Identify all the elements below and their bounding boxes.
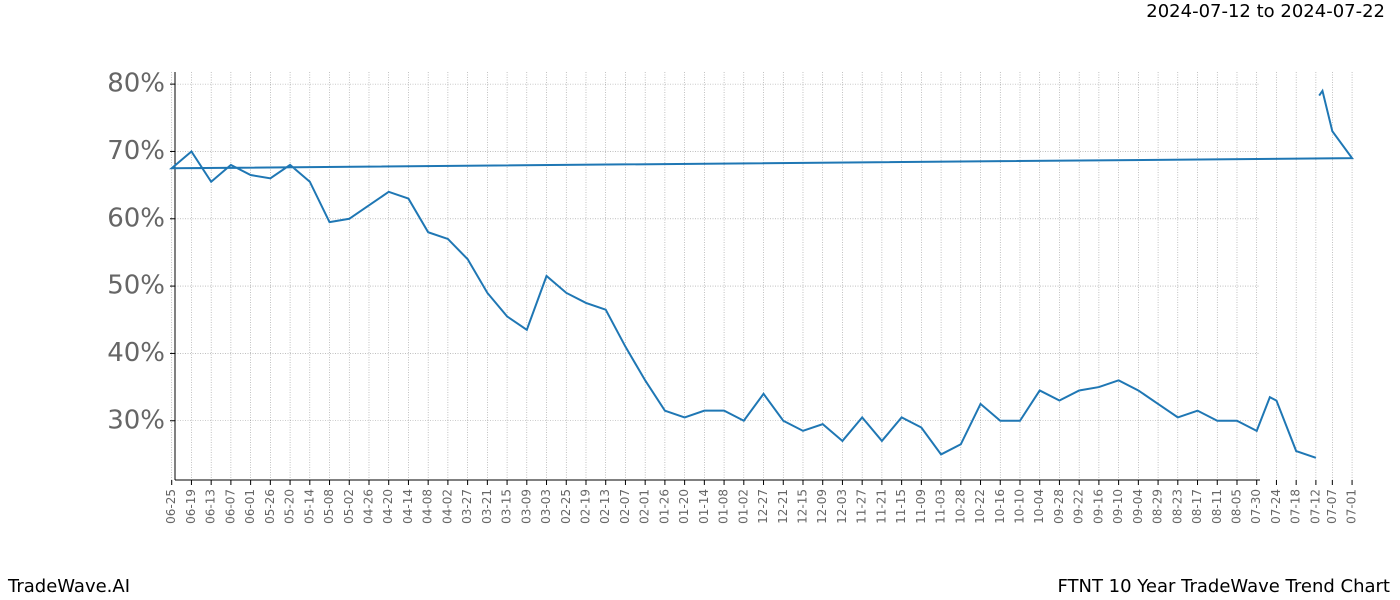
x-tick-label: 09-22 (1072, 489, 1086, 524)
brand: TradeWave.AI (7, 576, 130, 597)
x-tick-label: 06-07 (223, 489, 237, 524)
x-tick-label: 07-07 (1325, 489, 1339, 524)
x-tick-label: 08-17 (1190, 489, 1204, 524)
x-tick-label: 01-26 (657, 489, 671, 524)
x-tick-label: 12-09 (815, 489, 829, 524)
x-tick-label: 01-02 (736, 489, 750, 524)
x-tick-label: 05-20 (283, 489, 297, 524)
x-tick-label: 03-09 (519, 489, 533, 524)
x-tick-label: 04-20 (381, 489, 395, 524)
x-tick-label: 12-27 (756, 489, 770, 524)
x-tick-label: 11-09 (914, 489, 928, 524)
x-tick-label: 07-30 (1249, 489, 1263, 524)
x-tick-label: 06-01 (243, 489, 257, 524)
x-tick-label: 04-26 (361, 489, 375, 524)
y-tick-label: 30% (107, 405, 165, 435)
x-tick-label: 09-10 (1111, 489, 1125, 524)
x-tick-label: 11-21 (874, 489, 888, 524)
x-tick-label: 10-10 (1012, 489, 1026, 524)
x-tick-label: 05-26 (263, 489, 277, 524)
x-tick-label: 06-19 (184, 489, 198, 524)
x-tick-label: 04-08 (421, 489, 435, 524)
x-tick-label: 09-04 (1131, 489, 1145, 524)
x-tick-label: 08-29 (1151, 489, 1165, 524)
x-tick-label: 11-15 (894, 489, 908, 524)
x-tick-label: 02-13 (598, 489, 612, 524)
y-tick-label: 80% (107, 69, 165, 99)
x-tick-label: 12-21 (776, 489, 790, 524)
x-tick-label: 11-27 (855, 489, 869, 524)
x-tick-label: 02-19 (578, 489, 592, 524)
subtitle: 2024-07-12 to 2024-07-22 (1146, 1, 1385, 22)
x-tick-label: 05-08 (322, 489, 336, 524)
x-tick-label: 01-20 (677, 489, 691, 524)
x-tick-label: 05-02 (342, 489, 356, 524)
x-tick-label: 08-05 (1229, 489, 1243, 524)
x-tick-label: 07-12 (1308, 489, 1322, 524)
x-tick-label: 09-28 (1052, 489, 1066, 524)
x-tick-label: 07-01 (1345, 489, 1359, 524)
x-tick-label: 02-07 (618, 489, 632, 524)
x-tick-label: 09-16 (1091, 489, 1105, 524)
x-tick-label: 04-14 (401, 489, 415, 524)
x-tick-label: 12-03 (835, 489, 849, 524)
x-tick-label: 02-01 (638, 489, 652, 524)
x-tick-label: 01-08 (717, 489, 731, 524)
x-tick-label: 10-04 (1032, 489, 1046, 524)
x-tick-label: 08-11 (1210, 489, 1224, 524)
x-tick-label: 10-16 (993, 489, 1007, 524)
x-tick-label: 12-15 (795, 489, 809, 524)
x-tick-label: 05-14 (302, 489, 316, 524)
y-tick-label: 70% (107, 136, 165, 166)
x-tick-label: 07-18 (1289, 489, 1303, 524)
x-tick-label: 10-22 (973, 489, 987, 524)
x-tick-label: 04-02 (440, 489, 454, 524)
x-tick-label: 06-25 (164, 489, 178, 524)
x-tick-label: 11-03 (934, 489, 948, 524)
x-tick-label: 07-24 (1269, 489, 1283, 524)
chart-title: FTNT 10 Year TradeWave Trend Chart (1057, 576, 1390, 597)
x-tick-label: 03-15 (500, 489, 514, 524)
x-tick-label: 08-23 (1170, 489, 1184, 524)
x-tick-label: 01-14 (697, 489, 711, 524)
x-tick-label: 06-13 (204, 489, 218, 524)
x-tick-label: 03-27 (460, 489, 474, 524)
x-tick-label: 03-03 (539, 489, 553, 524)
line-series (168, 88, 1355, 459)
y-tick-label: 40% (107, 338, 165, 368)
y-tick-label: 60% (107, 203, 165, 233)
x-tick-label: 10-28 (953, 489, 967, 524)
y-tick-label: 50% (107, 271, 165, 301)
x-tick-label: 02-25 (559, 489, 573, 524)
x-tick-label: 03-21 (480, 489, 494, 524)
